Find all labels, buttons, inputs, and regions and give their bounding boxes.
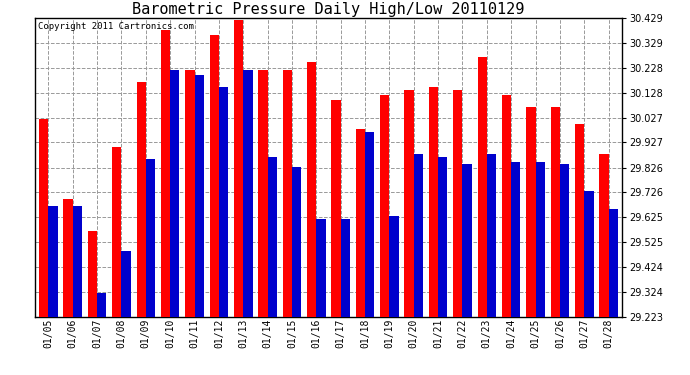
Bar <box>170 70 179 317</box>
Bar <box>331 100 341 317</box>
Bar <box>268 157 277 317</box>
Bar <box>511 162 520 317</box>
Bar <box>477 57 487 317</box>
Bar <box>283 70 292 317</box>
Bar <box>380 94 389 317</box>
Bar <box>219 87 228 317</box>
Bar <box>186 70 195 317</box>
Bar <box>234 20 244 317</box>
Bar <box>137 82 146 317</box>
Bar <box>97 293 106 317</box>
Bar <box>316 219 326 317</box>
Bar <box>258 70 268 317</box>
Bar <box>502 94 511 317</box>
Bar <box>609 209 618 317</box>
Bar <box>365 132 374 317</box>
Bar <box>575 124 584 317</box>
Bar <box>292 166 302 317</box>
Bar <box>560 164 569 317</box>
Bar <box>307 62 316 317</box>
Bar <box>414 154 423 317</box>
Text: Copyright 2011 Cartronics.com: Copyright 2011 Cartronics.com <box>38 22 194 32</box>
Bar <box>244 70 253 317</box>
Bar <box>72 206 82 317</box>
Bar <box>584 191 593 317</box>
Bar <box>429 87 438 317</box>
Bar <box>356 129 365 317</box>
Bar <box>600 154 609 317</box>
Bar <box>88 231 97 317</box>
Bar <box>161 30 170 317</box>
Bar <box>438 157 447 317</box>
Bar <box>341 219 350 317</box>
Bar <box>487 154 496 317</box>
Bar <box>210 35 219 317</box>
Bar <box>551 107 560 317</box>
Bar <box>112 147 121 317</box>
Bar <box>39 119 48 317</box>
Bar <box>404 90 414 317</box>
Bar <box>453 90 462 317</box>
Bar <box>146 159 155 317</box>
Bar <box>535 162 545 317</box>
Title: Barometric Pressure Daily High/Low 20110129: Barometric Pressure Daily High/Low 20110… <box>132 2 524 17</box>
Bar <box>121 251 130 317</box>
Bar <box>389 216 399 317</box>
Bar <box>526 107 535 317</box>
Bar <box>48 206 58 317</box>
Bar <box>462 164 472 317</box>
Bar <box>63 199 72 317</box>
Bar <box>195 75 204 317</box>
